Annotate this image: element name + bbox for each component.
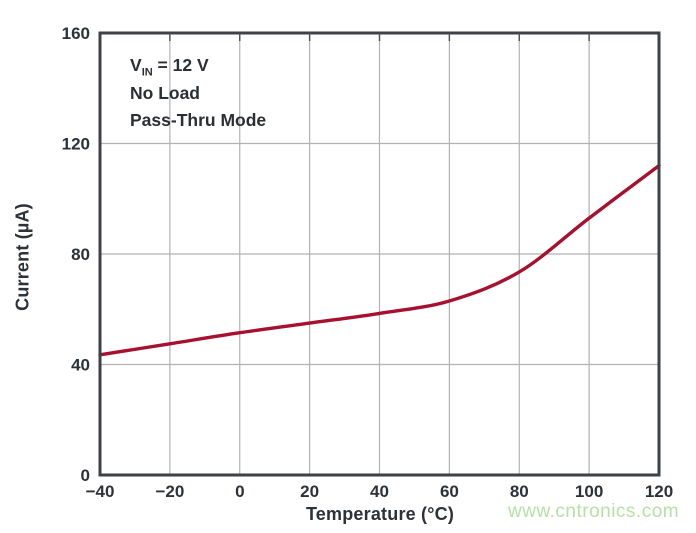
annotation-line-vin: VIN = 12 V [130,52,266,80]
x-tick-label: 80 [510,482,529,501]
series-line [98,163,661,357]
x-tick-label: 120 [645,482,673,501]
y-tick-label: 0 [81,466,90,485]
y-tick-label: 40 [71,355,90,374]
y-tick-label: 120 [62,134,90,153]
watermark: www.cntronics.com [508,501,680,522]
x-tick-label: 60 [440,482,459,501]
x-axis-title: Temperature (°C) [305,504,455,524]
x-tick-label: −40 [86,482,115,501]
x-tick-label: 100 [575,482,603,501]
y-tick-label: 160 [62,24,90,43]
annotation-vin-value: = 12 V [152,55,209,75]
annotation-vin-symbol: V [130,55,142,75]
x-tick-label: 0 [235,482,244,501]
chart-annotation: VIN = 12 V No Load Pass-Thru Mode [130,52,266,135]
x-tick-label: −20 [155,482,184,501]
annotation-vin-subscript: IN [141,66,153,79]
annotation-line-mode: Pass-Thru Mode [130,110,267,130]
x-tick-label: 20 [300,482,319,501]
y-tick-label: 80 [71,245,90,264]
annotation-line-load: No Load [130,82,200,103]
y-axis-title: Current (µA) [12,203,33,311]
x-tick-label: 40 [370,482,389,501]
